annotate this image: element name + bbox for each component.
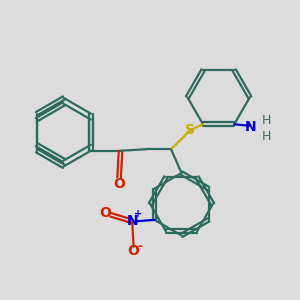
Text: H: H <box>261 114 271 127</box>
Text: N: N <box>245 120 256 134</box>
Text: S: S <box>185 123 195 137</box>
Text: -: - <box>137 240 142 253</box>
Text: O: O <box>99 206 111 220</box>
Text: +: + <box>134 209 142 219</box>
Text: O: O <box>128 244 140 258</box>
Text: H: H <box>261 130 271 143</box>
Text: N: N <box>126 214 138 228</box>
Text: O: O <box>113 177 125 191</box>
